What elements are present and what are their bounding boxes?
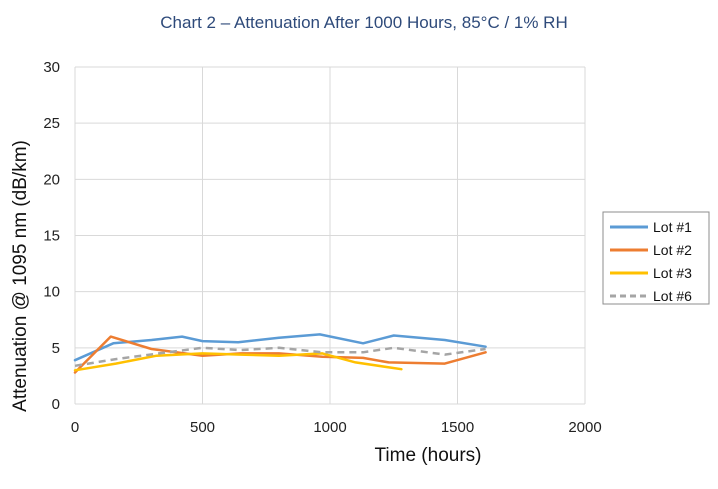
legend: Lot #1 Lot #2 Lot #3 Lot #6 — [602, 211, 710, 305]
series-line-lot-1 — [73, 333, 487, 362]
x-tick-label: 0 — [71, 419, 79, 436]
y-tick-label: 20 — [43, 171, 60, 188]
grid — [74, 66, 586, 405]
chart-title: Chart 2 – Attenuation After 1000 Hours, … — [160, 13, 567, 32]
legend-label: Lot #3 — [653, 265, 692, 281]
y-tick-labels: 0 5 10 15 20 25 30 — [43, 59, 60, 413]
series-line-lot-6 — [74, 346, 486, 368]
y-axis-label: Attenuation @ 1095 nm (dB/km) — [10, 140, 31, 412]
x-tick-label: 2000 — [568, 419, 601, 436]
y-tick-label: 15 — [43, 228, 60, 245]
legend-label: Lot #6 — [653, 288, 692, 304]
x-axis-label: Time (hours) — [375, 445, 482, 466]
y-tick-label: 10 — [43, 284, 60, 301]
legend-label: Lot #2 — [653, 242, 692, 258]
x-tick-label: 1500 — [441, 419, 474, 436]
y-tick-label: 30 — [43, 59, 60, 76]
legend-label: Lot #1 — [653, 219, 692, 235]
series-line-lot-3 — [73, 352, 403, 372]
x-tick-labels: 0 500 1000 1500 2000 — [71, 419, 602, 436]
y-tick-label: 25 — [43, 115, 60, 132]
y-tick-label: 5 — [52, 340, 60, 357]
x-tick-label: 500 — [190, 419, 215, 436]
series-line-lot-2 — [73, 335, 487, 374]
x-tick-label: 1000 — [313, 419, 346, 436]
series-lines — [73, 333, 487, 374]
y-tick-label: 0 — [52, 396, 60, 413]
